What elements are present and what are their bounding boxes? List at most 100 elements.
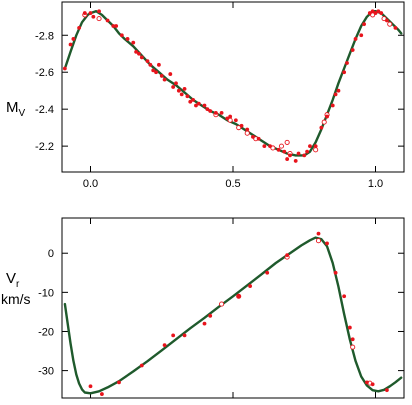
magnitude-panel: MV 0.0 0.5 1.0 -2.8 -2.6 -2.4 -2.2 <box>6 1 405 190</box>
magnitude-open-point <box>284 139 290 145</box>
velocity-filled-point <box>347 325 352 330</box>
magnitude-filled-point <box>219 110 224 115</box>
magnitude-y-tick-label: -2.4 <box>35 104 54 116</box>
magnitude-filled-point <box>362 22 366 27</box>
magnitude-filled-point <box>82 11 87 15</box>
magnitude-filled-point <box>88 11 93 15</box>
velocity-y-tick-label: 0 <box>48 248 54 260</box>
magnitude-filled-point <box>333 92 338 97</box>
magnitude-model-curve <box>63 10 403 157</box>
magnitude-filled-point <box>188 99 193 104</box>
velocity-model-curve <box>63 236 403 395</box>
magnitude-filled-point <box>105 18 110 23</box>
magnitude-y-tick-label: -2.6 <box>35 67 54 79</box>
magnitude-open-point <box>236 125 242 131</box>
magnitude-filled-point <box>202 103 207 108</box>
svg-text:Vr: Vr <box>6 270 20 290</box>
magnitude-filled-point <box>325 114 329 119</box>
magnitude-filled-point <box>214 110 218 115</box>
velocity-open-point <box>315 238 322 244</box>
velocity-filled-point <box>236 294 241 299</box>
magnitude-x-tick-label: 1.0 <box>368 178 383 190</box>
velocity-filled-point <box>370 382 375 387</box>
magnitude-filled-point <box>313 144 318 149</box>
magnitude-filled-point <box>245 127 250 132</box>
magnitude-open-point <box>321 119 327 125</box>
velocity-filled-point <box>208 313 213 318</box>
magnitude-filled-point <box>71 37 76 41</box>
magnitude-filled-point <box>353 37 358 41</box>
velocity-y-tick-label: -20 <box>38 326 54 338</box>
magnitude-y-label-main: M <box>6 99 19 116</box>
magnitude-filled-point <box>319 125 324 130</box>
velocity-y-label-sub: r <box>16 279 20 290</box>
magnitude-filled-point <box>342 70 347 75</box>
svg-text:MV: MV <box>6 99 26 119</box>
magnitude-filled-point <box>91 14 96 19</box>
magnitude-y-tick-label: -2.2 <box>35 141 54 153</box>
velocity-filled-point <box>117 380 121 385</box>
magnitude-filled-point <box>154 70 158 75</box>
magnitude-filled-point <box>131 40 136 45</box>
magnitude-filled-point <box>370 9 375 14</box>
magnitude-filled-point <box>137 51 141 56</box>
magnitude-filled-point <box>176 88 181 93</box>
magnitude-open-point <box>387 21 393 27</box>
magnitude-filled-point <box>285 157 290 161</box>
velocity-y-tick-label: -30 <box>38 366 54 378</box>
magnitude-filled-point <box>293 159 298 163</box>
magnitude-filled-point <box>168 72 173 76</box>
velocity-filled-point <box>342 294 347 299</box>
magnitude-filled-point <box>385 18 389 23</box>
velocity-open-point <box>350 344 356 350</box>
magnitude-filled-point <box>157 62 161 67</box>
magnitude-y-label-sub: V <box>19 108 26 119</box>
velocity-plot-frame <box>61 217 405 399</box>
velocity-panel: Vr km/s 0.00.51.00-10-20-30 <box>1 217 405 405</box>
magnitude-filled-point <box>151 68 156 73</box>
magnitude-filled-point <box>233 118 238 123</box>
magnitude-filled-point <box>268 144 272 149</box>
magnitude-filled-point <box>77 25 81 30</box>
magnitude-open-point <box>244 130 250 136</box>
magnitude-filled-point <box>345 61 349 65</box>
magnitude-filled-point <box>330 103 335 108</box>
magnitude-y-axis-label: MV <box>6 99 26 119</box>
magnitude-filled-point <box>171 85 176 89</box>
velocity-filled-point <box>162 343 167 348</box>
velocity-y-tick-label: -10 <box>38 287 54 299</box>
magnitude-x-tick-label: 0.5 <box>225 178 240 190</box>
magnitude-filled-point <box>145 59 150 64</box>
velocity-filled-point <box>365 380 369 385</box>
magnitude-filled-point <box>225 116 230 121</box>
magnitude-filled-point <box>393 25 398 30</box>
magnitude-filled-point <box>162 77 167 82</box>
magnitude-filled-point <box>159 74 164 78</box>
magnitude-filled-point <box>239 123 244 128</box>
velocity-filled-point <box>171 333 176 338</box>
velocity-filled-point <box>265 270 270 275</box>
magnitude-filled-point <box>114 24 119 28</box>
velocity-filled-point <box>100 392 104 396</box>
magnitude-filled-point <box>182 86 187 91</box>
magnitude-filled-point <box>68 42 73 47</box>
magnitude-filled-point <box>262 144 267 149</box>
magnitude-filled-point <box>228 114 233 119</box>
magnitude-filled-point <box>288 153 292 158</box>
magnitude-filled-point <box>194 103 198 108</box>
velocity-filled-point <box>385 388 389 393</box>
velocity-filled-point <box>350 337 355 342</box>
velocity-y-label-unit: km/s <box>1 291 31 307</box>
velocity-filled-point <box>325 241 329 246</box>
magnitude-filled-point <box>251 134 255 139</box>
magnitude-filled-point <box>373 11 378 15</box>
magnitude-open-point <box>270 145 276 151</box>
velocity-filled-point <box>285 253 290 258</box>
magnitude-filled-point <box>336 88 341 93</box>
magnitude-filled-point <box>179 92 184 97</box>
magnitude-filled-point <box>256 136 261 141</box>
velocity-filled-point <box>202 321 207 326</box>
velocity-filled-point <box>182 333 187 338</box>
magnitude-filled-point <box>282 149 287 154</box>
